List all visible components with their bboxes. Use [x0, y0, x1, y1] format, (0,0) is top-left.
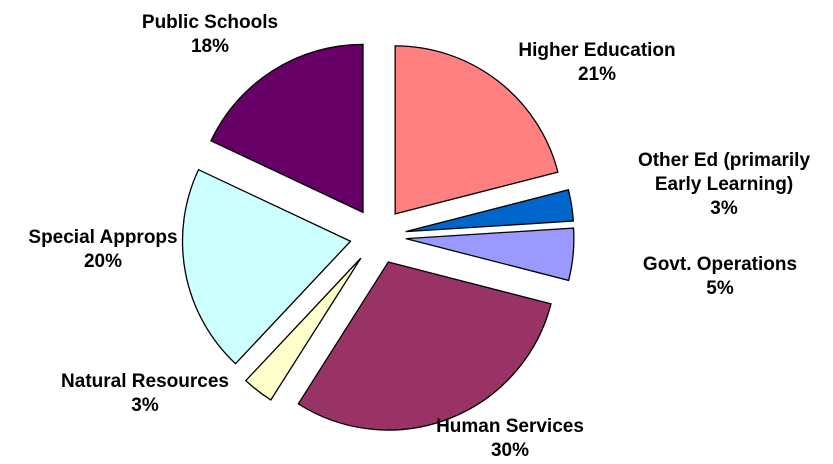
pie-slice-special-approps [181, 168, 352, 365]
slice-percent-label: 3% [131, 395, 159, 416]
slice-name-label: Special Approps [28, 227, 177, 248]
slice-percent-label: 20% [84, 251, 122, 272]
slice-name-label: Early Learning) [655, 174, 793, 195]
pie-slice-natural-resources [244, 257, 362, 401]
slice-name-label: Natural Resources [61, 371, 229, 392]
pie-slice-other-ed-primarily-early-learning [405, 189, 575, 233]
pie-slices [181, 43, 575, 431]
slice-label-govt-operations: Govt. Operations 5% [643, 254, 797, 299]
pie-slice-public-schools [210, 43, 364, 214]
slice-label-special-approps: Special Approps 20% [28, 227, 177, 272]
pie-slice-higher-education [394, 45, 559, 215]
slice-name-label: Higher Education [518, 40, 675, 61]
slice-label-human-services: Human Services 30% [436, 416, 584, 461]
slice-name-label: Other Ed (primarily [638, 150, 811, 171]
slice-name-label: Human Services [436, 416, 584, 437]
slice-label-public-schools: Public Schools 18% [142, 12, 278, 57]
slice-label-higher-education: Higher Education 21% [518, 40, 675, 85]
slice-percent-label: 3% [710, 198, 738, 219]
slice-percent-label: 18% [191, 36, 229, 57]
slice-percent-label: 30% [491, 440, 529, 461]
slice-name-label: Public Schools [142, 12, 278, 33]
pie-labels: Higher Education 21% Other Ed (primarily Ea… [28, 12, 810, 461]
slice-percent-label: 21% [578, 64, 616, 85]
slice-percent-label: 5% [706, 278, 734, 299]
slice-label-other-ed-primarily-early-learning: Other Ed (primarily Early Learning) 3% [638, 150, 811, 219]
pie-slice-human-services [297, 261, 552, 431]
pie-slice-govt-operations [405, 227, 575, 282]
slice-name-label: Govt. Operations [643, 254, 797, 275]
slice-label-natural-resources: Natural Resources 3% [61, 371, 229, 416]
